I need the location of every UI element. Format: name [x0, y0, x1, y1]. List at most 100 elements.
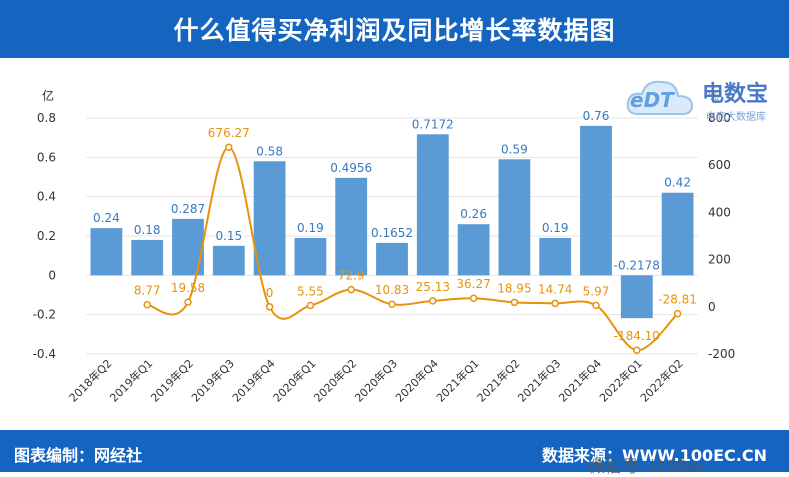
bar-data-label: 0.19 [542, 221, 569, 235]
y-right-tick-label: -200 [708, 347, 735, 361]
line-data-label: 5.55 [297, 284, 324, 298]
cloud-logo-icon [626, 80, 694, 115]
x-tick-label: 2019年Q1 [107, 356, 156, 405]
bar [620, 275, 653, 319]
bar [131, 239, 164, 276]
chart-title: 什么值得买净利润及同比增长率数据图 [173, 16, 616, 45]
y-left-tick-label: -0.2 [33, 308, 56, 322]
bar-data-label: -0.2178 [614, 258, 660, 272]
bar [539, 237, 572, 276]
x-tick-label: 2018年Q2 [66, 356, 115, 405]
bar-data-label: 0.24 [93, 211, 120, 225]
bar-data-label: 0.76 [583, 109, 610, 123]
bar [253, 161, 286, 276]
footer: 图表编制：网经社 数据来源：WWW.100EC.CN [0, 430, 789, 472]
y-right-tick-label: 200 [708, 253, 731, 267]
x-tick-label: 2021年Q2 [474, 356, 523, 405]
bar-data-label: 0.58 [256, 144, 283, 158]
x-tick-label: 2020年Q1 [270, 356, 319, 405]
bar-data-label: 0.26 [460, 207, 487, 221]
line-point [388, 300, 396, 308]
x-tick-label: 2019年Q4 [229, 356, 278, 405]
bar [376, 242, 408, 276]
line-data-label: 676.27 [208, 126, 250, 140]
y-right-tick-label: 400 [708, 205, 731, 219]
bar [498, 159, 531, 276]
line-point [143, 300, 151, 309]
y-left-tick-label: 0.2 [37, 229, 56, 243]
line-point [551, 299, 559, 308]
x-tick-label: 2021年Q4 [556, 356, 605, 405]
bar-data-label: 0.7172 [412, 117, 454, 131]
bar-data-label: 0.18 [134, 223, 161, 237]
line-data-label: 72.9 [338, 269, 365, 283]
footer-credit: 图表编制：网经社 [14, 446, 143, 465]
x-tick-label: 2021年Q3 [515, 356, 564, 405]
line-data-label: 0 [266, 286, 274, 300]
line-point [184, 298, 192, 306]
y-left-unit: 亿 [42, 88, 54, 103]
line-point [592, 301, 600, 310]
logo-mark: eDT [630, 88, 674, 112]
logo: eDT 电数宝 电商大数据库 [624, 74, 784, 126]
bar-data-label: 0.15 [215, 229, 242, 243]
y-left-tick-label: -0.4 [33, 347, 56, 361]
bar-data-label: 0.1652 [371, 226, 413, 240]
bar-data-label: 0.4956 [330, 161, 372, 175]
y-left-tick-label: 0.4 [37, 190, 56, 204]
bar [90, 228, 123, 276]
y-right-tick-label: 600 [708, 158, 731, 172]
x-tick-label: 2021年Q1 [433, 356, 482, 405]
line-data-label: 14.74 [538, 282, 572, 296]
bar [416, 134, 449, 276]
line-data-label: -184.10 [614, 329, 660, 343]
x-tick-label: 2022年Q1 [596, 356, 645, 405]
x-tick-label: 2020年Q4 [392, 356, 441, 405]
title-bar: 什么值得买净利润及同比增长率数据图 [0, 0, 789, 58]
y-right-tick-label: 0 [708, 300, 716, 314]
bar [212, 245, 245, 276]
x-tick-label: 2019年Q3 [188, 356, 237, 405]
bar-data-label: 0.59 [501, 142, 528, 156]
logo-name: 电数宝 [702, 82, 769, 107]
line-data-label: 25.13 [416, 280, 450, 294]
line-point [510, 298, 519, 307]
combo-chart: -0.4 -0.2 0 0.2 0.4 0.6 0.8 亿 -200 0 200 400 600 800%… [33, 88, 736, 405]
y-left-tick-label: 0.6 [37, 150, 56, 164]
line-data-label: 5.97 [583, 284, 610, 298]
line-point [429, 297, 437, 305]
y-right-unit: % [708, 89, 719, 103]
chart-area: -0.4 -0.2 0 0.2 0.4 0.6 0.8 亿 -200 0 200 400 600 800%… [0, 58, 789, 430]
line-point [469, 294, 478, 302]
bar [580, 125, 612, 276]
y-right-tick-label: 800 [708, 111, 731, 125]
x-tick-label: 2019年Q2 [148, 356, 197, 405]
line-point [225, 143, 233, 151]
bar [457, 224, 490, 276]
footer-source: 数据来源：WWW.100EC.CN [541, 446, 767, 465]
line-point [347, 285, 355, 294]
wechat-watermark: 微信号: i100ec [588, 457, 708, 477]
y-left-tick-label: 0.8 [37, 111, 56, 125]
bar-data-label: 0.42 [664, 176, 691, 190]
bar [335, 177, 368, 276]
line-data-label: -28.81 [658, 293, 697, 307]
x-tick-label: 2020年Q2 [311, 356, 360, 405]
bar [661, 192, 694, 276]
logo-subtitle: 电商大数据库 [706, 112, 766, 123]
bar-data-label: 0.287 [171, 202, 205, 216]
line-data-label: 36.27 [456, 277, 490, 291]
line-data-label: 10.83 [375, 283, 409, 297]
line-point [306, 301, 315, 310]
line-data-label: 8.77 [134, 284, 161, 298]
bar [294, 237, 327, 276]
line-point [633, 346, 641, 354]
y-left-tick-label: 0 [48, 268, 56, 282]
line-data-label: 19.58 [171, 281, 205, 295]
line-data-label: 18.95 [497, 281, 531, 295]
line-point [673, 309, 682, 318]
line-point [265, 303, 274, 311]
x-tick-label: 2022年Q2 [637, 356, 686, 405]
x-tick-label: 2020年Q3 [352, 356, 401, 405]
bar-data-label: 0.19 [297, 221, 324, 235]
